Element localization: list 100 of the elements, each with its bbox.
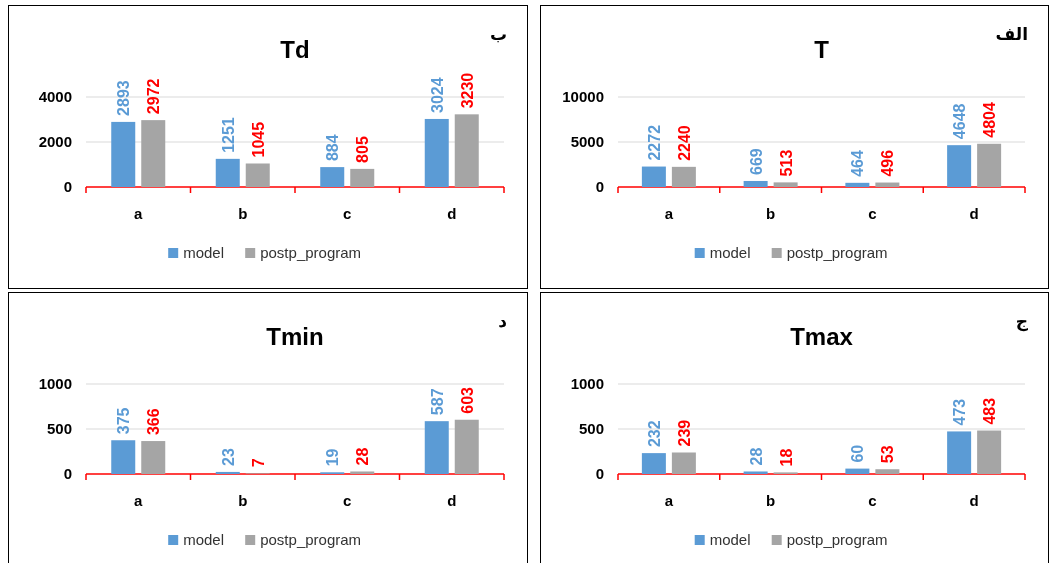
data-label: 884 (324, 134, 342, 162)
data-label: 1251 (219, 117, 237, 153)
x-tick-label: a (134, 492, 144, 509)
x-tick-label: c (343, 492, 352, 509)
bar (350, 471, 375, 474)
x-tick-label: b (766, 492, 776, 509)
legend-label: postp_program (260, 531, 362, 548)
data-label: 3024 (428, 77, 446, 113)
y-tick-label: 5000 (570, 133, 604, 150)
data-label: 2972 (145, 78, 163, 115)
legend-label: postp_program (260, 244, 362, 261)
x-tick-label: b (238, 205, 248, 222)
bar (215, 471, 240, 474)
bar (141, 120, 166, 187)
data-label: 483 (981, 397, 999, 425)
data-label: 4804 (981, 102, 999, 138)
data-label: 2893 (115, 80, 133, 116)
bar (845, 182, 870, 187)
data-label: 603 (458, 386, 476, 414)
bar (641, 453, 666, 474)
data-label: 1045 (249, 121, 267, 158)
bar (947, 431, 972, 474)
bar (320, 167, 345, 187)
data-label: 464 (849, 150, 867, 177)
bar (350, 168, 375, 187)
data-label: 4648 (951, 103, 969, 140)
data-label: 366 (145, 408, 163, 436)
y-tick-label: 0 (63, 465, 72, 482)
y-tick-label: 10000 (562, 88, 604, 105)
chart-title: Tmax (790, 323, 854, 350)
data-label: 28 (747, 447, 765, 466)
bar (743, 180, 768, 187)
data-label: 7 (249, 458, 267, 468)
x-tick-label: b (238, 492, 248, 509)
y-tick-label: 0 (63, 178, 72, 195)
data-label: 473 (951, 398, 969, 426)
data-label: 18 (777, 448, 795, 467)
text: د (498, 311, 508, 331)
data-label: 2272 (645, 124, 663, 161)
bar (977, 143, 1002, 187)
legend-label: model (709, 244, 751, 261)
bar (977, 430, 1002, 474)
chart-title: Td (280, 36, 310, 63)
legend-label: model (183, 244, 225, 261)
y-tick-label: 500 (578, 420, 604, 437)
y-tick-label: 4000 (38, 88, 72, 105)
bar (671, 166, 696, 187)
x-tick-label: a (134, 205, 144, 222)
x-tick-label: a (664, 205, 674, 222)
data-label: 496 (879, 149, 897, 177)
y-tick-label: 1000 (38, 375, 72, 392)
bar (454, 419, 479, 474)
bar (947, 145, 972, 187)
data-label: 587 (428, 388, 446, 416)
chart-title: T (814, 36, 830, 63)
legend-label: postp_program (786, 244, 888, 261)
x-tick-label: c (343, 205, 352, 222)
legend-label: model (709, 531, 751, 548)
x-tick-label: c (868, 205, 877, 222)
y-tick-label: 0 (595, 465, 604, 482)
data-label: 375 (115, 407, 133, 435)
data-label: 2240 (675, 125, 693, 161)
data-label: 60 (849, 444, 867, 463)
data-label: 19 (324, 448, 342, 467)
data-label: 805 (354, 136, 372, 163)
bar (454, 114, 479, 187)
text: ج (1015, 311, 1029, 332)
x-tick-label: d (447, 492, 457, 509)
data-label: 3230 (458, 72, 476, 109)
data-label: 28 (354, 447, 372, 466)
data-label: 23 (219, 448, 237, 466)
x-tick-label: d (447, 205, 457, 222)
bar (845, 468, 870, 474)
data-label: 239 (675, 419, 693, 447)
data-label: 232 (645, 420, 663, 448)
legend-label: model (183, 531, 225, 548)
legend-label: postp_program (786, 531, 888, 548)
data-label: 669 (747, 148, 765, 175)
bar (424, 118, 449, 187)
bar (875, 469, 900, 474)
text: الف (995, 24, 1028, 44)
x-tick-label: d (969, 205, 979, 222)
chart-title: Tmin (266, 323, 324, 350)
data-label: 53 (879, 445, 897, 464)
text: ب (489, 24, 507, 44)
y-tick-label: 1000 (570, 375, 604, 392)
x-tick-label: c (868, 492, 877, 509)
bar (424, 421, 449, 474)
bar (875, 182, 900, 187)
y-tick-label: 0 (595, 178, 604, 195)
bar (245, 163, 270, 187)
x-tick-label: b (766, 205, 776, 222)
x-tick-label: a (664, 492, 674, 509)
data-label: 513 (777, 149, 795, 177)
y-tick-label: 2000 (38, 133, 72, 150)
bar (743, 471, 768, 474)
bar (111, 440, 136, 474)
bar (671, 452, 696, 474)
bar (111, 121, 136, 187)
y-tick-label: 500 (46, 420, 72, 437)
